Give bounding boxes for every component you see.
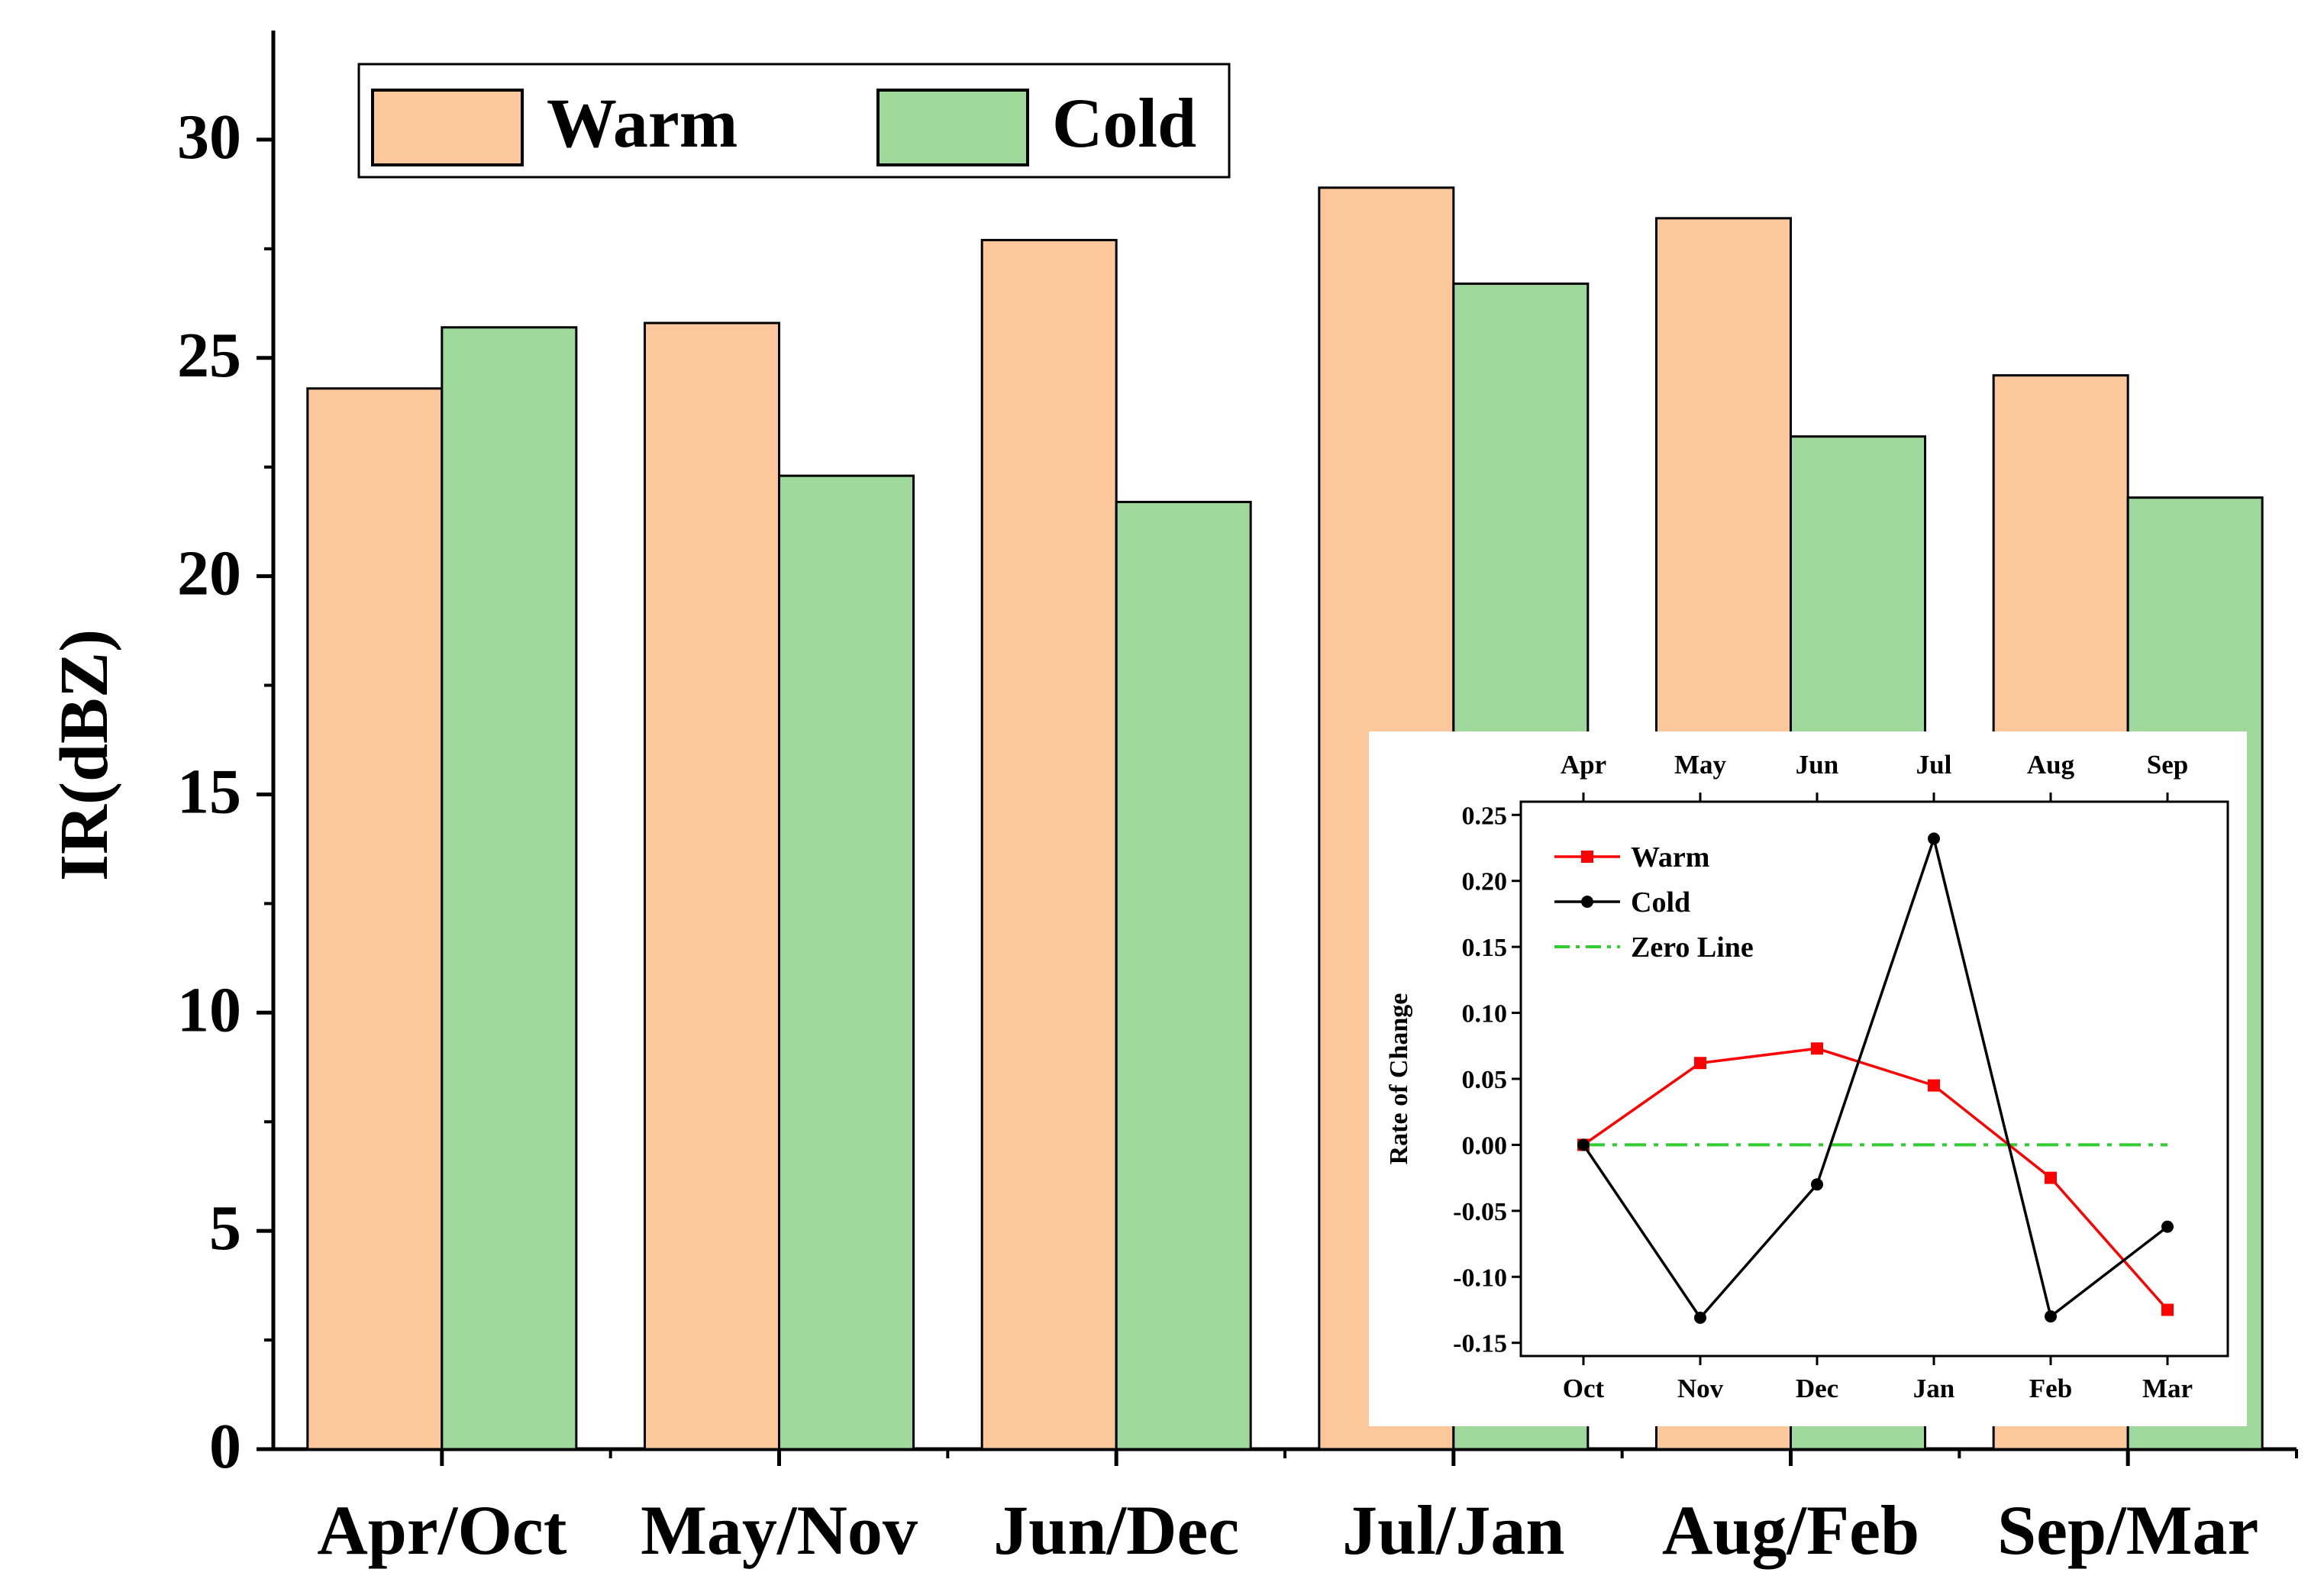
inset-legend-label-warm: Warm	[1631, 841, 1709, 873]
inset-point-cold	[1928, 832, 1940, 845]
inset-y-tick-label: -0.15	[1453, 1330, 1507, 1358]
inset-point-warm	[1694, 1057, 1706, 1070]
inset-point-cold	[2161, 1220, 2174, 1233]
inset-y-tick-label: 0.15	[1462, 934, 1508, 962]
y-axis-label: IR(dBZ)	[47, 629, 122, 881]
inset-point-warm	[1811, 1042, 1823, 1055]
inset-line-chart: -0.15 -0.10 -0.05 0.00 0.05 0.10 0.15 0.20 0.25 R…	[1369, 731, 2247, 1426]
inset-legend-label-zero: Zero Line	[1631, 931, 1754, 964]
inset-y-tick-label: 0.00	[1462, 1132, 1508, 1160]
inset-x-tick-label: Feb	[2029, 1374, 2072, 1403]
legend-swatch-cold	[876, 89, 1029, 166]
inset-x-tick-label: Dec	[1796, 1374, 1838, 1403]
inset-x-tick-label: Mar	[2142, 1374, 2193, 1403]
x-tick-label: Apr/Oct	[317, 1491, 566, 1569]
inset-x-tick-label: Nov	[1677, 1374, 1724, 1403]
inset-y-tick-label: 0.05	[1462, 1066, 1508, 1094]
bar-cold	[1115, 500, 1252, 1451]
x-tick-label: Sep/Mar	[1997, 1491, 2258, 1569]
inset-top-x-tick-label: Jun	[1796, 750, 1838, 780]
y-tick-label: 15	[177, 756, 241, 827]
inset-legend-label-cold: Cold	[1631, 886, 1690, 919]
inset-legend-marker-warm	[1581, 851, 1593, 863]
inset-x-tick-label: Oct	[1563, 1374, 1605, 1403]
inset-y-tick-label: 0.25	[1462, 802, 1508, 830]
inset-point-warm	[1928, 1079, 1940, 1092]
legend-label-warm: Warm	[547, 84, 738, 162]
bar-cold	[441, 326, 578, 1451]
bar-warm	[980, 238, 1118, 1451]
legend-label-cold: Cold	[1052, 84, 1196, 162]
inset-top-x-tick-label: Aug	[2027, 750, 2075, 780]
inset-y-tick-label: 0.20	[1462, 868, 1508, 896]
inset-point-cold	[1577, 1138, 1590, 1151]
inset-y-tick-label: -0.10	[1453, 1264, 1507, 1292]
bar-warm	[306, 387, 444, 1451]
y-tick-label: 0	[209, 1411, 241, 1482]
x-tick-label: Aug/Feb	[1662, 1491, 1919, 1569]
inset-top-x-tick-label: Apr	[1561, 750, 1606, 780]
inset-point-warm	[2045, 1171, 2057, 1184]
inset-point-warm	[2161, 1303, 2174, 1316]
inset-legend-marker-cold	[1581, 896, 1593, 908]
y-tick-label: 10	[177, 974, 241, 1045]
y-tick-label: 25	[177, 320, 241, 391]
inset-line-cold	[1582, 834, 2169, 1320]
inset-top-x-tick-label: Sep	[2147, 750, 2188, 780]
y-tick-label: 20	[177, 538, 241, 609]
bar-cold	[778, 474, 915, 1451]
x-tick-label: May/Nov	[641, 1491, 918, 1569]
bar-warm	[644, 321, 780, 1451]
inset-y-axis-label: Rate of Change	[1385, 993, 1413, 1165]
inset-point-cold	[2045, 1310, 2057, 1323]
inset-point-cold	[1694, 1311, 1706, 1324]
legend-swatch-warm	[371, 89, 524, 166]
inset-top-x-tick-label: Jul	[1916, 750, 1952, 780]
y-tick-label: 30	[177, 102, 241, 173]
x-tick-label: Jul/Jan	[1342, 1491, 1564, 1569]
inset-line-warm	[1582, 1047, 2169, 1311]
inset-x-tick-label: Jan	[1913, 1374, 1954, 1403]
inset-point-cold	[1811, 1178, 1823, 1191]
x-tick-label: Jun/Dec	[993, 1491, 1239, 1569]
y-tick-label: 5	[209, 1193, 241, 1264]
inset-y-tick-label: 0.10	[1462, 1000, 1508, 1028]
inset-top-x-tick-label: May	[1674, 750, 1727, 780]
inset-y-tick-label: -0.05	[1453, 1198, 1507, 1226]
